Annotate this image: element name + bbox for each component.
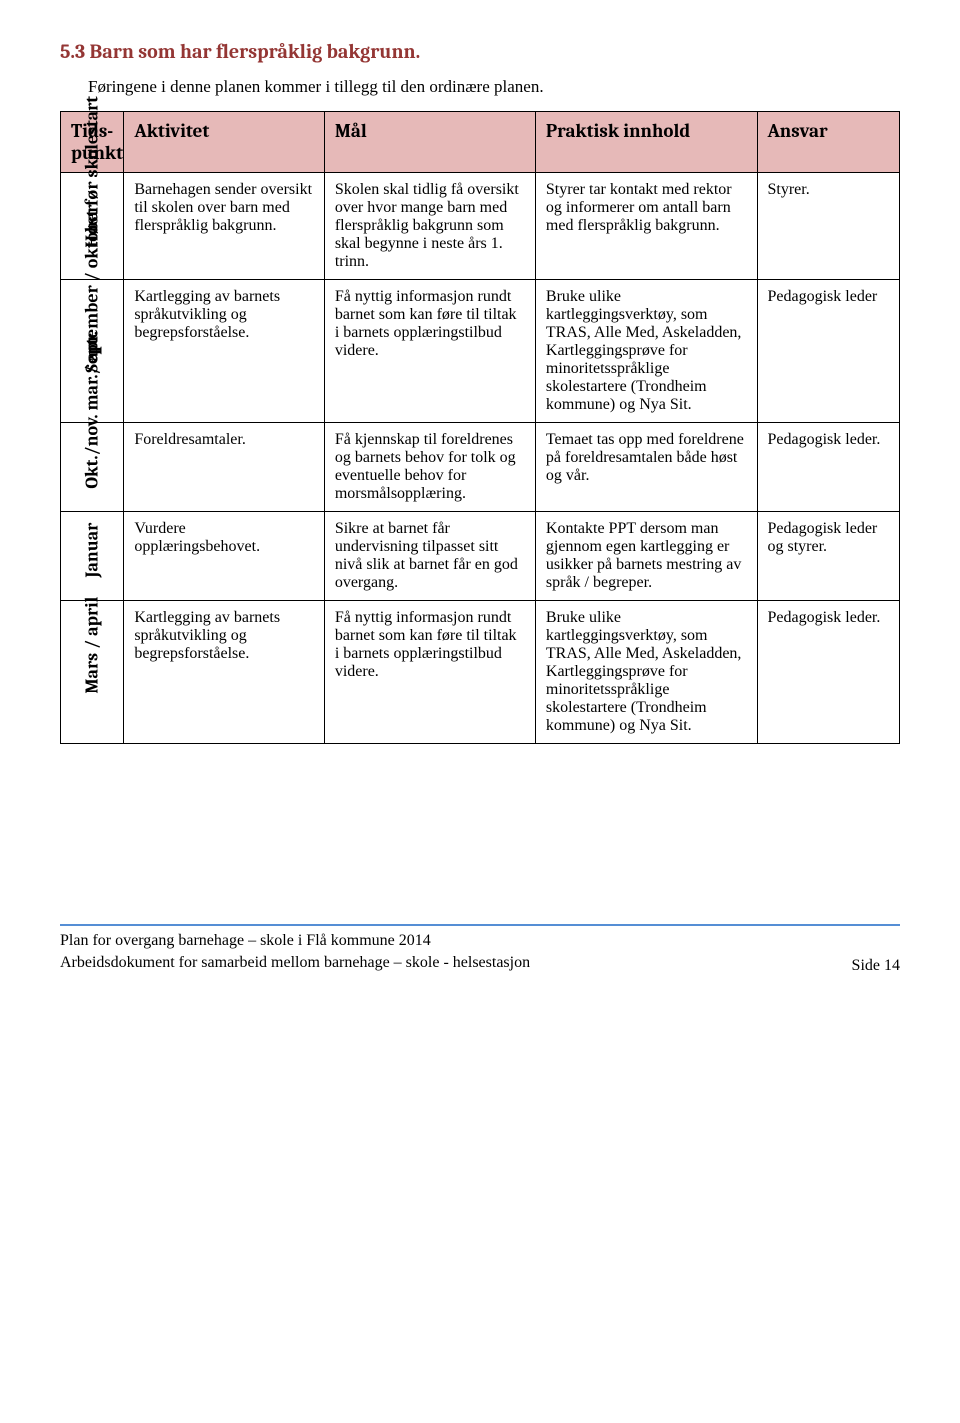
goal-cell: Sikre at barnet får undervisning tilpass… (324, 512, 535, 601)
table-row: Mars / aprilKartlegging av barnets språk… (61, 601, 900, 744)
time-cell: Okt./nov. mar./ apr. (61, 423, 124, 512)
ansvar-cell: Pedagogisk leder og styrer. (757, 512, 900, 601)
col-header-activity: Aktivitet (124, 112, 325, 173)
goal-cell: Få kjennskap til foreldrenes og barnets … (324, 423, 535, 512)
col-header-practical: Praktisk innhold (535, 112, 757, 173)
ansvar-cell: Pedagogisk leder (757, 280, 900, 423)
practical-cell: Kontakte PPT dersom man gjennom egen kar… (535, 512, 757, 601)
practical-cell: Temaet tas opp med foreldrene på foreldr… (535, 423, 757, 512)
intro-text: Føringene i denne planen kommer i tilleg… (88, 77, 900, 97)
col-header-ansvar: Ansvar (757, 112, 900, 173)
practical-cell: Bruke ulike kartleggingsverktøy, som TRA… (535, 280, 757, 423)
section-heading: 5.3 Barn som har flerspråklig bakgrunn. (60, 40, 900, 63)
table-row: September / oktoberKartlegging av barnet… (61, 280, 900, 423)
ansvar-cell: Pedagogisk leder. (757, 423, 900, 512)
practical-cell: Styrer tar kontakt med rektor og informe… (535, 173, 757, 280)
activity-cell: Foreldresamtaler. (124, 423, 325, 512)
ansvar-cell: Pedagogisk leder. (757, 601, 900, 744)
activity-cell: Kartlegging av barnets språkutvikling og… (124, 601, 325, 744)
footer-line-2: Arbeidsdokument for samarbeid mellom bar… (60, 952, 530, 974)
time-cell: Mars / april (61, 601, 124, 744)
time-cell: Januar (61, 512, 124, 601)
col-header-goal: Mål (324, 112, 535, 173)
page-number: Side 14 (852, 957, 900, 975)
practical-cell: Bruke ulike kartleggingsverktøy, som TRA… (535, 601, 757, 744)
table-row: JanuarVurdere opplæringsbehovet.Sikre at… (61, 512, 900, 601)
page-footer: Plan for overgang barnehage – skole i Fl… (60, 924, 900, 975)
footer-line-1: Plan for overgang barnehage – skole i Fl… (60, 930, 530, 952)
ansvar-cell: Styrer. (757, 173, 900, 280)
activity-cell: Vurdere opplæringsbehovet. (124, 512, 325, 601)
table-row: Høst før skolestartBarnehagen sender ove… (61, 173, 900, 280)
goal-cell: Få nyttig informasjon rundt barnet som k… (324, 280, 535, 423)
goal-cell: Skolen skal tidlig få oversikt over hvor… (324, 173, 535, 280)
plan-table: Tids-punkt Aktivitet Mål Praktisk innhol… (60, 111, 900, 744)
table-header-row: Tids-punkt Aktivitet Mål Praktisk innhol… (61, 112, 900, 173)
table-row: Okt./nov. mar./ apr.Foreldresamtaler.Få … (61, 423, 900, 512)
activity-cell: Barnehagen sender oversikt til skolen ov… (124, 173, 325, 280)
goal-cell: Få nyttig informasjon rundt barnet som k… (324, 601, 535, 744)
activity-cell: Kartlegging av barnets språkutvikling og… (124, 280, 325, 423)
